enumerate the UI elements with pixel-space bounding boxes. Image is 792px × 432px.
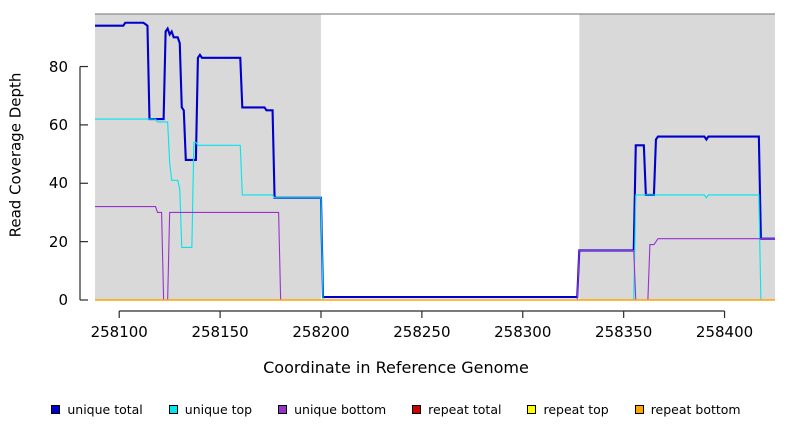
x-tick-label: 258400 bbox=[695, 323, 754, 341]
series-unique-bottom bbox=[95, 206, 775, 301]
legend-swatch-icon bbox=[168, 404, 178, 414]
x-tick-label: 258100 bbox=[90, 323, 148, 341]
legend-item-repeat-total[interactable]: repeat total bbox=[412, 402, 501, 417]
legend-item-unique-total[interactable]: unique total bbox=[51, 401, 143, 417]
x-tick-label: 258250 bbox=[393, 323, 451, 341]
chart-legend: unique total unique top unique bottom repea… bbox=[0, 398, 792, 420]
legend-label: unique total bbox=[67, 401, 143, 417]
series-unique-total bbox=[95, 21, 775, 299]
shaded-regions bbox=[95, 13, 775, 300]
x-tick-label: 258350 bbox=[595, 323, 653, 341]
legend-item-repeat-bottom[interactable]: repeat bottom bbox=[634, 401, 741, 417]
x-tick-label: 258150 bbox=[191, 323, 249, 341]
legend-label: repeat top bbox=[543, 401, 609, 417]
repeat-region-right bbox=[579, 14, 775, 300]
y-axis-tick-labels: 0 20 40 60 80 bbox=[38, 0, 68, 310]
data-series bbox=[95, 21, 775, 301]
legend-item-unique-bottom[interactable]: unique bottom bbox=[278, 402, 386, 417]
repeat-region-left bbox=[95, 14, 321, 300]
x-tick-label: 258300 bbox=[494, 323, 552, 341]
y-tick-label: 60 bbox=[48, 115, 68, 134]
legend-item-repeat-top[interactable]: repeat top bbox=[527, 401, 609, 417]
y-tick-label: 20 bbox=[48, 232, 68, 251]
y-tick-label: 0 bbox=[58, 291, 68, 309]
y-tick-label: 80 bbox=[48, 57, 68, 76]
x-tick-label: 258200 bbox=[292, 323, 350, 341]
legend-item-unique-top[interactable]: unique top bbox=[168, 401, 253, 417]
legend-swatch-icon bbox=[527, 404, 537, 414]
series-unique-top bbox=[95, 118, 775, 301]
legend-swatch-icon bbox=[51, 404, 61, 414]
legend-label: repeat total bbox=[428, 401, 502, 417]
legend-label: unique bottom bbox=[294, 401, 387, 417]
x-axis-title-text: Coordinate in Reference Genome bbox=[263, 358, 529, 377]
legend-swatch-icon bbox=[634, 404, 644, 414]
x-axis-title: Coordinate in Reference Genome bbox=[0, 358, 792, 377]
legend-label: unique top bbox=[184, 401, 253, 417]
axis-lines bbox=[79, 65, 726, 318]
y-tick-label: 40 bbox=[48, 174, 68, 193]
legend-swatch-icon bbox=[278, 404, 288, 414]
legend-label: repeat bottom bbox=[650, 401, 741, 417]
legend-swatch-icon bbox=[412, 404, 422, 414]
